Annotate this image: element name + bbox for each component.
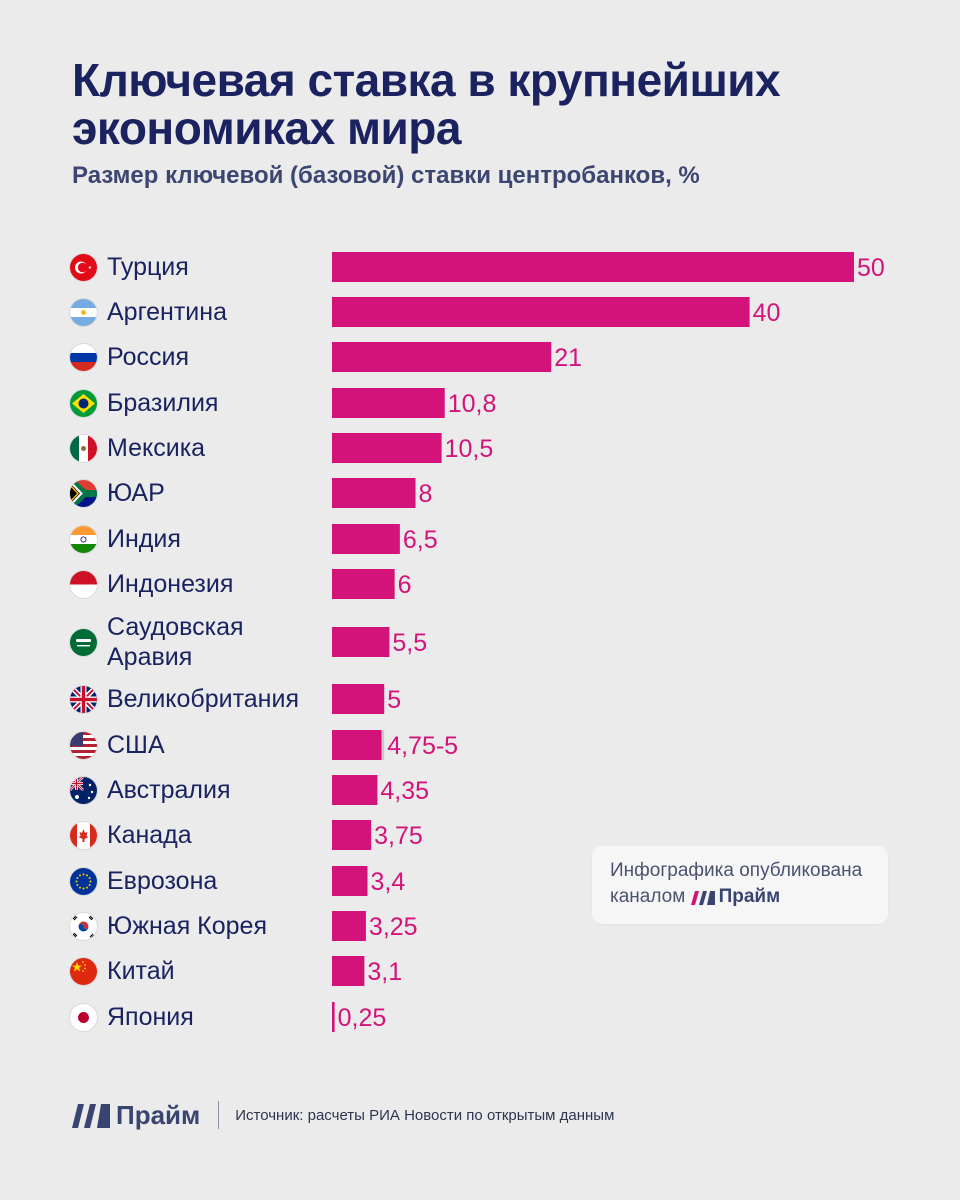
- country-label: Еврозона: [107, 867, 218, 895]
- note-text: Инфографика опубликована каналом: [610, 860, 863, 908]
- bar-value-label: 8: [419, 480, 433, 508]
- argentina-flag-icon: [70, 298, 97, 326]
- footer-divider: [218, 1101, 220, 1129]
- bar-value-label: 4,75-5: [387, 732, 458, 760]
- bar-value-label: 4,35: [380, 777, 429, 805]
- bar-value-label: 5,5: [392, 629, 427, 657]
- publication-note: Инфографика опубликована каналом Прайм: [592, 846, 888, 924]
- country-label: Бразилия: [107, 389, 219, 417]
- south-korea-flag-icon: [70, 912, 97, 940]
- bar: [332, 433, 442, 463]
- bar: [332, 252, 854, 282]
- country-label: Канада: [107, 821, 192, 849]
- russia-flag-icon: [70, 343, 97, 371]
- bar: [332, 524, 400, 554]
- country-label: ЮАР: [107, 479, 165, 507]
- country-label: Южная Корея: [107, 912, 267, 940]
- bar-value-label: 3,75: [374, 822, 423, 850]
- bar-value-label: 6,5: [403, 526, 438, 554]
- bar-value-label: 40: [753, 299, 781, 327]
- bar: [332, 730, 382, 760]
- bar-value-label: 10,5: [445, 435, 494, 463]
- bar: [332, 297, 750, 327]
- country-label: Индонезия: [107, 570, 234, 598]
- eurozone-flag-icon: [70, 867, 97, 895]
- bar: [332, 478, 416, 508]
- bar: [332, 388, 445, 418]
- country-label: США: [107, 731, 165, 759]
- country-label: Саудовская Аравия: [107, 613, 244, 671]
- footer: Прайм Источник: расчеты РИА Новости по о…: [72, 1097, 614, 1133]
- country-label: Индия: [107, 525, 181, 553]
- bar-value-label: 50: [857, 254, 885, 282]
- india-flag-icon: [70, 525, 97, 553]
- country-label: Россия: [107, 343, 189, 371]
- bar-range-extension: [381, 730, 385, 760]
- bar: [332, 820, 372, 850]
- bar-value-label: 10,8: [448, 390, 497, 418]
- footer-logo-text: Прайм: [116, 1099, 201, 1130]
- bar-value-label: 6: [398, 571, 412, 599]
- south-africa-flag-icon: [70, 479, 97, 507]
- source-text: Источник: расчеты РИА Новости по открыты…: [235, 1106, 615, 1124]
- bar: [332, 684, 385, 714]
- country-label: Аргентина: [107, 298, 227, 326]
- bar: [332, 569, 395, 599]
- bar: [332, 627, 390, 657]
- bar: [332, 866, 368, 896]
- bar: [332, 1002, 335, 1032]
- note-brand: Прайм: [718, 886, 781, 907]
- canada-flag-icon: [70, 821, 97, 849]
- bar: [332, 342, 552, 372]
- country-label: Мексика: [107, 434, 206, 462]
- indonesia-flag-icon: [70, 570, 97, 598]
- chart-title: Ключевая ставка в крупнейших экономиках …: [72, 54, 781, 154]
- country-label: Япония: [107, 1003, 194, 1031]
- bar-value-label: 3,4: [370, 868, 405, 896]
- bar: [332, 911, 366, 941]
- brazil-flag-icon: [70, 389, 97, 417]
- country-label: Австралия: [107, 776, 231, 804]
- bar: [332, 775, 378, 805]
- chart-subtitle: Размер ключевой (базовой) ставки центроб…: [72, 162, 700, 189]
- praim-logo-icon: [690, 891, 715, 905]
- bar: [332, 956, 365, 986]
- mexico-flag-icon: [70, 434, 97, 462]
- praim-logo-icon: [72, 1104, 110, 1128]
- saudi-arabia-flag-icon: [70, 628, 97, 656]
- country-label: Китай: [107, 957, 175, 985]
- bar-value-label: 3,1: [367, 958, 402, 986]
- country-label: Великобритания: [107, 685, 299, 713]
- japan-flag-icon: [70, 1003, 97, 1031]
- bar-value-label: 21: [554, 344, 582, 372]
- footer-logo: Прайм: [72, 1100, 200, 1131]
- usa-flag-icon: [70, 731, 97, 759]
- australia-flag-icon: [70, 776, 97, 804]
- bar-value-label: 0,25: [338, 1004, 387, 1032]
- china-flag-icon: [70, 957, 97, 985]
- bar-value-label: 5: [387, 686, 401, 714]
- country-label: Турция: [107, 253, 189, 281]
- turkey-flag-icon: [70, 253, 97, 281]
- bar-value-label: 3,25: [369, 913, 418, 941]
